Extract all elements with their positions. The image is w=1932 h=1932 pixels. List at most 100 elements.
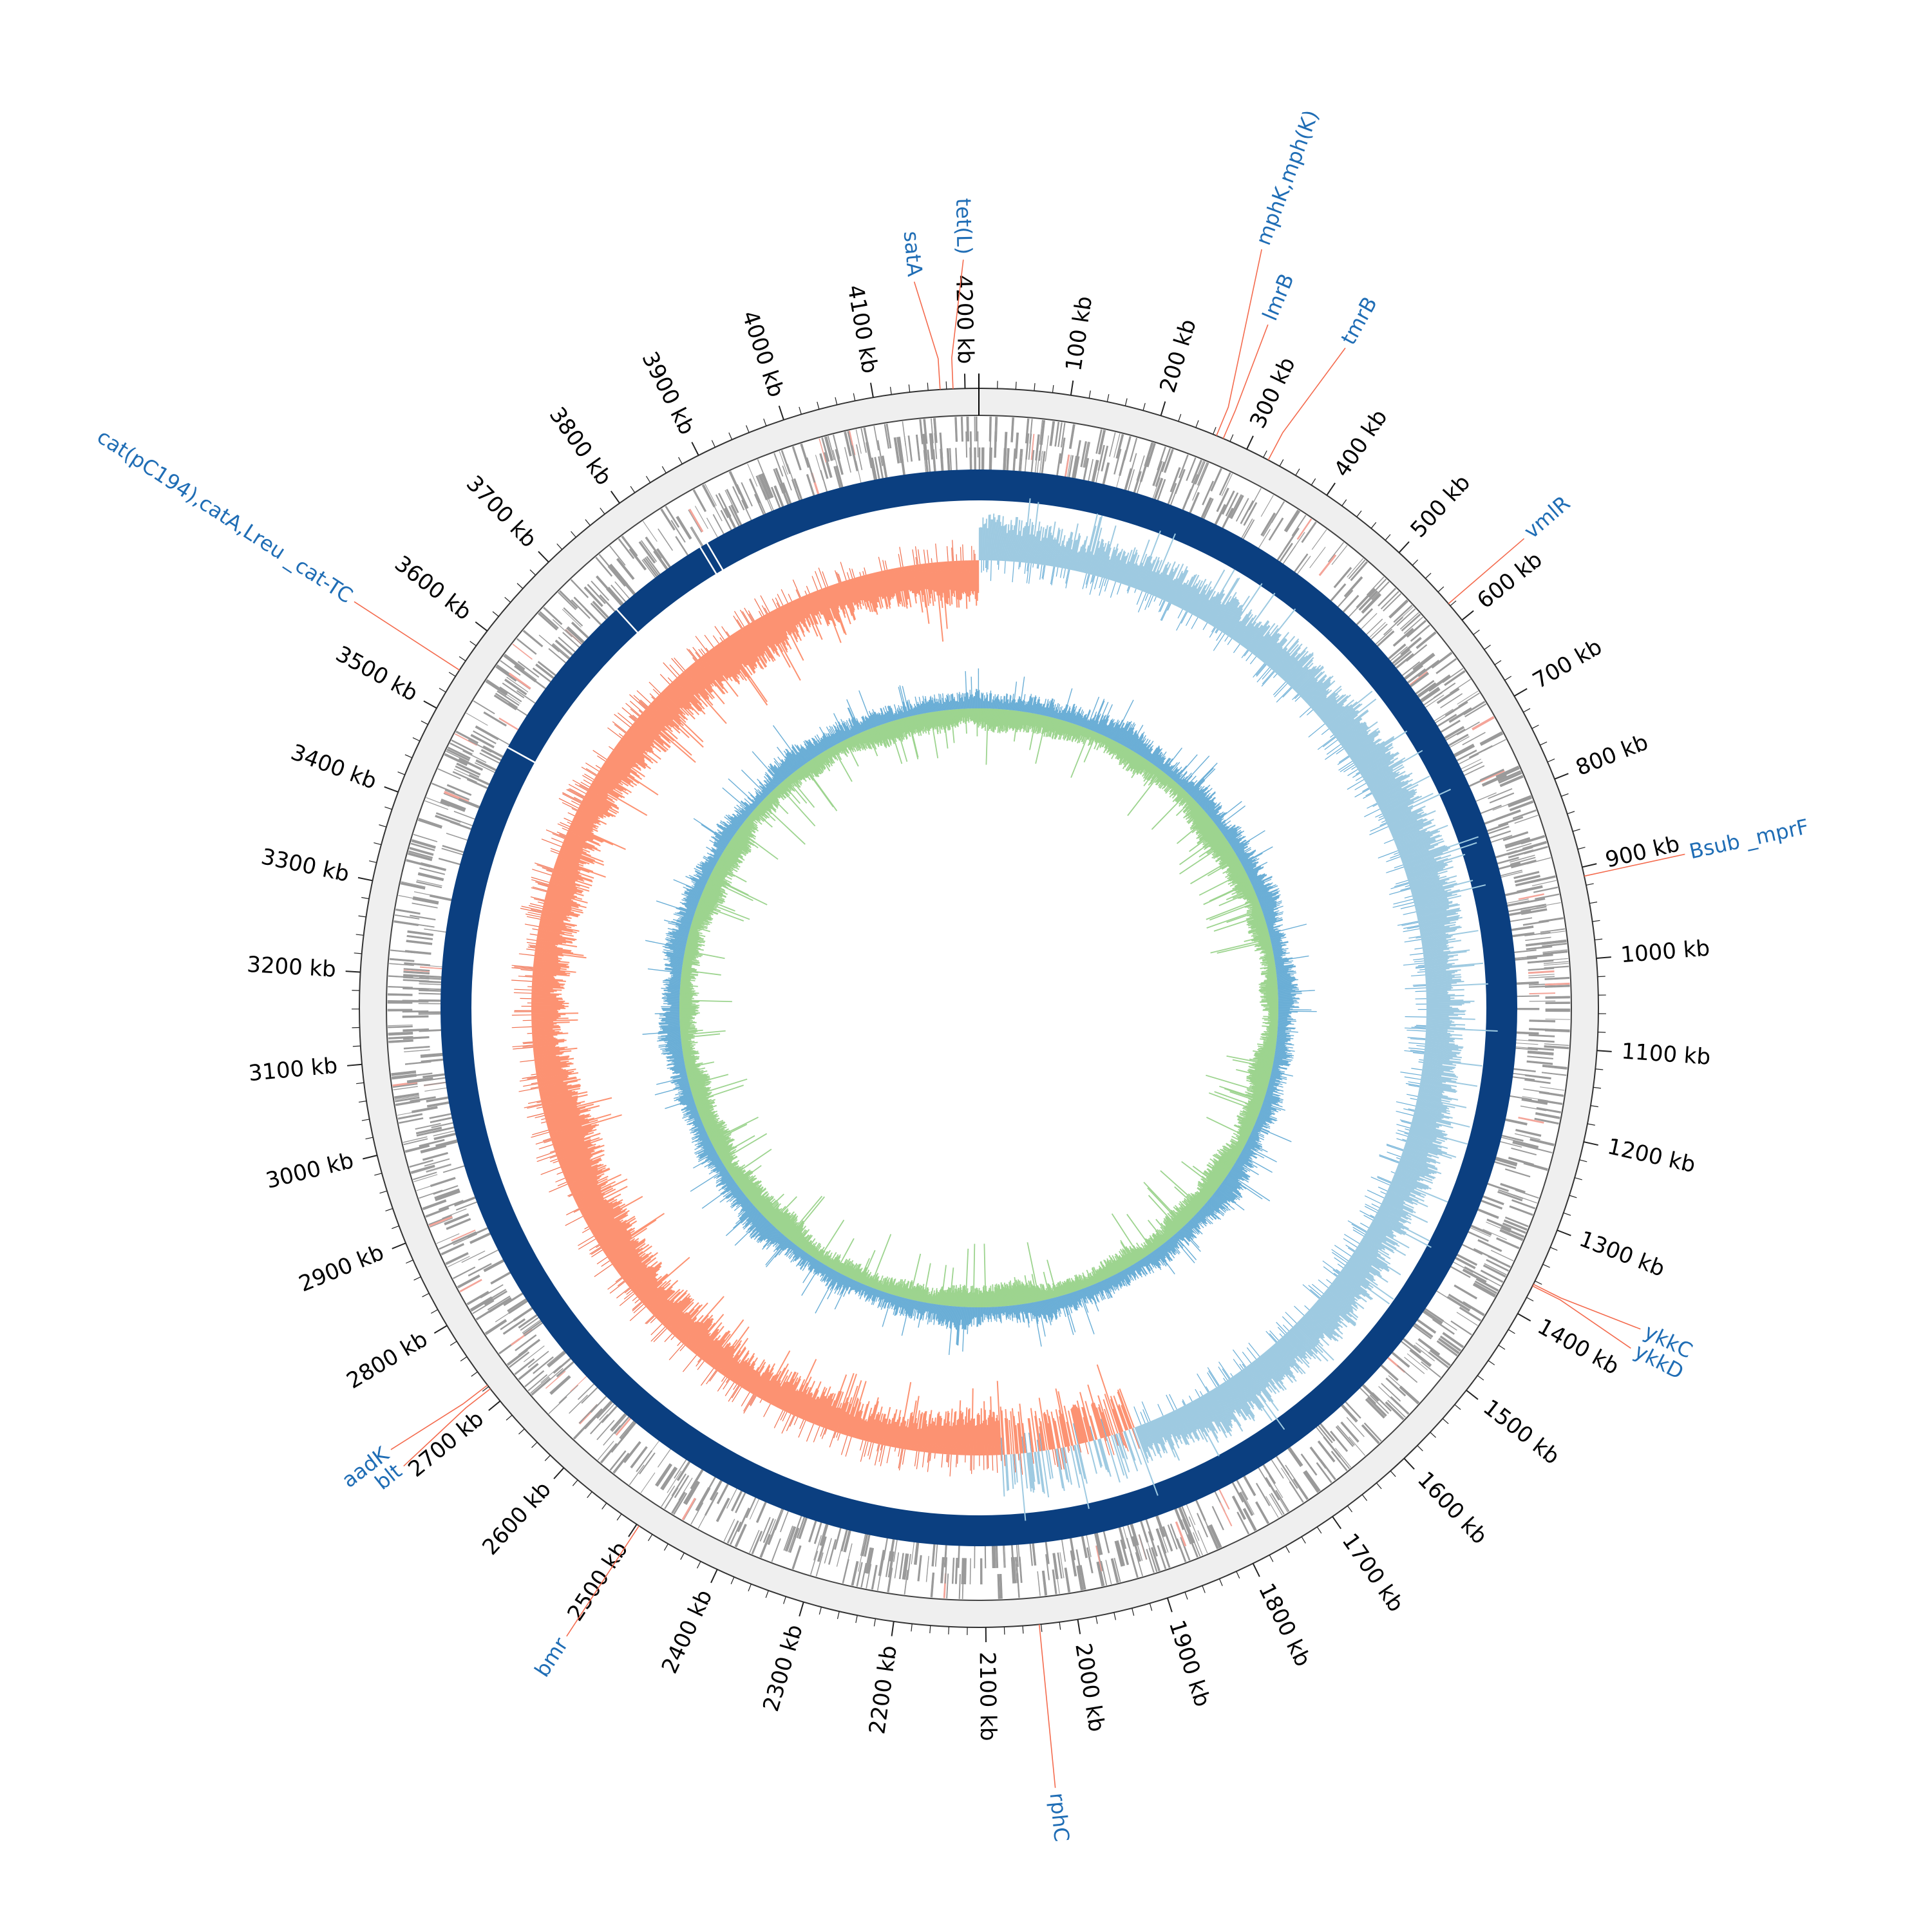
cds-feature	[919, 419, 923, 444]
cds-feature	[1479, 768, 1504, 782]
cds-feature	[1394, 605, 1413, 623]
cds-feature	[1084, 442, 1090, 468]
cds-feature	[1068, 424, 1075, 450]
cds-feature	[500, 659, 521, 676]
cds-feature	[1463, 701, 1486, 715]
cds-feature	[1229, 494, 1242, 518]
cds-feature	[515, 1334, 537, 1352]
cds-feature	[1515, 878, 1542, 887]
cds-feature	[832, 434, 840, 459]
cds-feature	[565, 629, 582, 645]
cds-feature	[1545, 1009, 1571, 1012]
cds-feature	[817, 1536, 827, 1562]
cds-feature	[1348, 559, 1366, 580]
cds-feature	[1530, 1138, 1555, 1146]
cds-feature	[1366, 618, 1383, 635]
cds-feature	[844, 447, 851, 473]
cds-feature	[1488, 826, 1510, 835]
cds-feature	[1098, 1561, 1104, 1586]
cds-feature	[1130, 1524, 1137, 1546]
gc-skew-bar	[531, 1014, 566, 1016]
cds-feature	[1225, 492, 1239, 516]
cds-feature	[966, 416, 969, 442]
cds-feature	[788, 1527, 798, 1553]
cds-feature	[1333, 1448, 1350, 1470]
cds-feature	[435, 812, 461, 823]
cds-feature	[417, 819, 442, 829]
cds-feature	[1435, 658, 1457, 674]
cds-feature	[456, 762, 481, 776]
cds-feature	[660, 508, 676, 531]
cds-feature	[1515, 1047, 1538, 1051]
cds-feature	[974, 416, 976, 442]
cds-feature	[422, 1199, 446, 1209]
cds-feature	[1088, 459, 1094, 481]
cds-feature	[974, 447, 976, 470]
cds-feature	[387, 1000, 413, 1003]
cds-feature	[470, 734, 495, 748]
cds-feature	[583, 586, 603, 607]
cds-feature	[969, 1558, 971, 1585]
cds-feature	[819, 438, 827, 463]
cds-feature	[1500, 1182, 1526, 1193]
cds-feature	[1130, 1523, 1139, 1546]
cds-feature	[930, 1572, 935, 1598]
cds-feature	[1127, 469, 1135, 491]
cds-feature	[393, 920, 419, 926]
cds-feature	[507, 703, 527, 716]
cds-feature	[844, 431, 851, 457]
cds-feature	[1378, 1386, 1398, 1405]
cds-feature	[1035, 434, 1040, 461]
cds-feature	[1526, 953, 1553, 958]
cds-feature	[773, 453, 784, 477]
cds-feature	[444, 1214, 469, 1226]
cds-feature	[1285, 1464, 1301, 1488]
cds-feature	[1450, 1320, 1472, 1336]
cds-feature	[726, 489, 739, 513]
cds-feature	[671, 1492, 686, 1514]
cds-feature	[1457, 690, 1479, 705]
cds-feature	[1512, 1141, 1539, 1150]
cds-feature	[407, 930, 434, 936]
cds-feature	[506, 676, 529, 693]
cds-feature	[1541, 939, 1567, 944]
cds-feature	[520, 1316, 539, 1331]
cds-feature	[1505, 1118, 1528, 1125]
cds-feature	[1535, 893, 1560, 900]
cds-feature	[1534, 1117, 1559, 1124]
cds-feature	[497, 690, 520, 706]
cds-feature	[1335, 1426, 1354, 1447]
cds-feature	[1544, 976, 1570, 980]
cds-feature	[549, 1375, 571, 1395]
cds-feature	[810, 1551, 819, 1575]
cds-feature	[1241, 1491, 1255, 1515]
cds-feature	[484, 1319, 507, 1335]
gc-skew-spike	[960, 547, 961, 561]
cds-feature	[1489, 830, 1511, 839]
cds-feature	[439, 1200, 464, 1211]
cds-feature	[1541, 1072, 1567, 1076]
cds-feature	[961, 1558, 963, 1584]
cds-feature	[1271, 1492, 1285, 1515]
cds-feature	[1269, 1493, 1283, 1516]
cds-feature	[446, 833, 468, 841]
cds-feature	[402, 1136, 428, 1143]
cds-feature	[1076, 1566, 1083, 1591]
cds-feature	[424, 928, 446, 933]
cds-feature	[1347, 558, 1364, 578]
cds-feature	[406, 859, 431, 868]
cds-feature	[915, 434, 921, 461]
cds-feature	[940, 1557, 945, 1584]
gc-skew-spike	[1415, 990, 1426, 992]
cds-feature	[388, 1039, 413, 1043]
cds-feature	[1521, 1098, 1548, 1105]
cds-feature	[789, 1528, 800, 1553]
cds-feature	[1502, 1222, 1526, 1234]
cds-feature	[951, 1557, 955, 1584]
cds-feature	[429, 1217, 453, 1228]
cds-feature	[1512, 1076, 1535, 1081]
cds-feature	[453, 1266, 476, 1280]
cds-feature	[527, 1374, 548, 1392]
gc-skew-spike	[1419, 1059, 1424, 1061]
cds-feature	[1528, 974, 1555, 976]
